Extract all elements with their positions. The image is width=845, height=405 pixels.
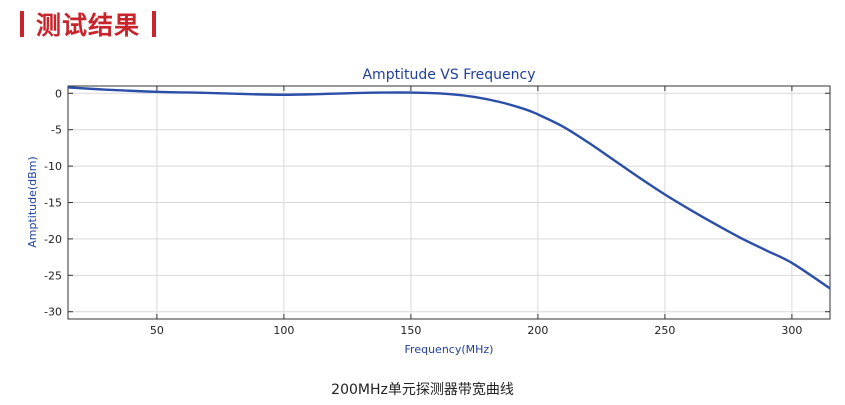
y-tick-label: -10 [44,160,62,173]
y-axis-ticks: 0 -5 -10 -15 -20 -25 -30 [44,87,830,319]
x-axis-label: Frequency(MHz) [405,343,494,356]
x-tick-label: 300 [781,324,802,337]
y-tick-label: 0 [55,87,62,100]
x-tick-label: 150 [400,324,421,337]
x-tick-label: 100 [273,324,294,337]
figure-caption: 200MHz单元探测器带宽曲线 [331,382,514,398]
y-tick-label: -25 [44,269,62,282]
section-heading: 测试结果 [20,6,157,42]
chart-title: Amptitude VS Frequency [362,67,535,83]
x-tick-label: 200 [527,324,548,337]
x-tick-label: 50 [150,324,164,337]
y-axis-label: Amptitude(dBm) [26,156,39,247]
y-tick-label: -15 [44,197,62,210]
y-tick-label: -30 [44,306,62,319]
heading-text: 测试结果 [36,11,141,40]
x-axis-ticks: 50 100 150 200 250 300 [150,86,802,337]
heading-left-bar [20,11,24,37]
series-line [67,86,831,290]
x-tick-label: 250 [654,324,675,337]
line-chart: 50 100 150 200 250 300 0 -5 -10 -15 -20 -25 -30 Amp… [26,67,831,356]
y-tick-label: -20 [44,233,62,246]
y-tick-label: -5 [51,124,62,137]
heading-right-bar [152,11,157,37]
